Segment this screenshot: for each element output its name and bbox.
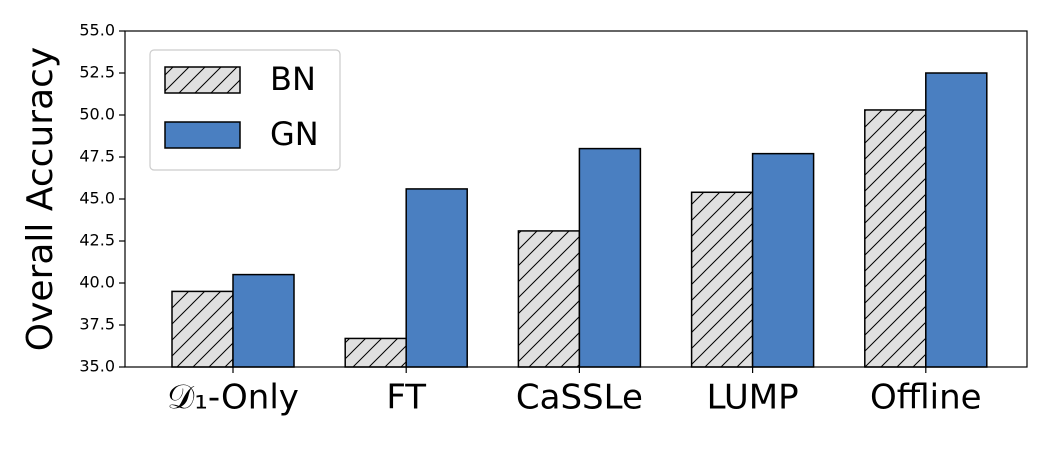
y-tick-label: 37.5 <box>79 315 115 334</box>
bar <box>925 72 988 368</box>
legend-label: GN <box>270 115 319 153</box>
y-tick-label: 52.5 <box>79 63 115 82</box>
bar <box>517 230 581 368</box>
bar <box>344 337 407 368</box>
y-tick-label: 50.0 <box>79 105 115 124</box>
y-axis-label: Overall Accuracy <box>20 47 61 351</box>
y-tick-label: 40.0 <box>79 273 115 292</box>
y-tick-label: 47.5 <box>79 147 115 166</box>
legend-label: BN <box>270 60 316 98</box>
bar <box>405 188 468 368</box>
legend-swatch <box>164 66 241 94</box>
x-tick-label: CaSSLe <box>516 378 643 418</box>
x-tick-label: FT <box>386 378 426 418</box>
y-tick-label: 35.0 <box>79 357 115 376</box>
y-tick-label: 55.0 <box>79 21 115 40</box>
bar <box>171 290 234 368</box>
bar <box>864 109 927 368</box>
y-tick-label: 42.5 <box>79 231 115 250</box>
bar <box>690 191 754 368</box>
bar <box>232 273 295 368</box>
x-tick-label: Offline <box>870 378 982 418</box>
bar <box>578 147 642 368</box>
y-tick-label: 45.0 <box>79 189 115 208</box>
plot-frame <box>124 30 1028 368</box>
bar <box>751 152 815 368</box>
x-tick-label: LUMP <box>707 378 799 418</box>
legend-swatch <box>164 121 241 149</box>
x-tick-label: 𝒟₁-Only <box>167 378 299 418</box>
